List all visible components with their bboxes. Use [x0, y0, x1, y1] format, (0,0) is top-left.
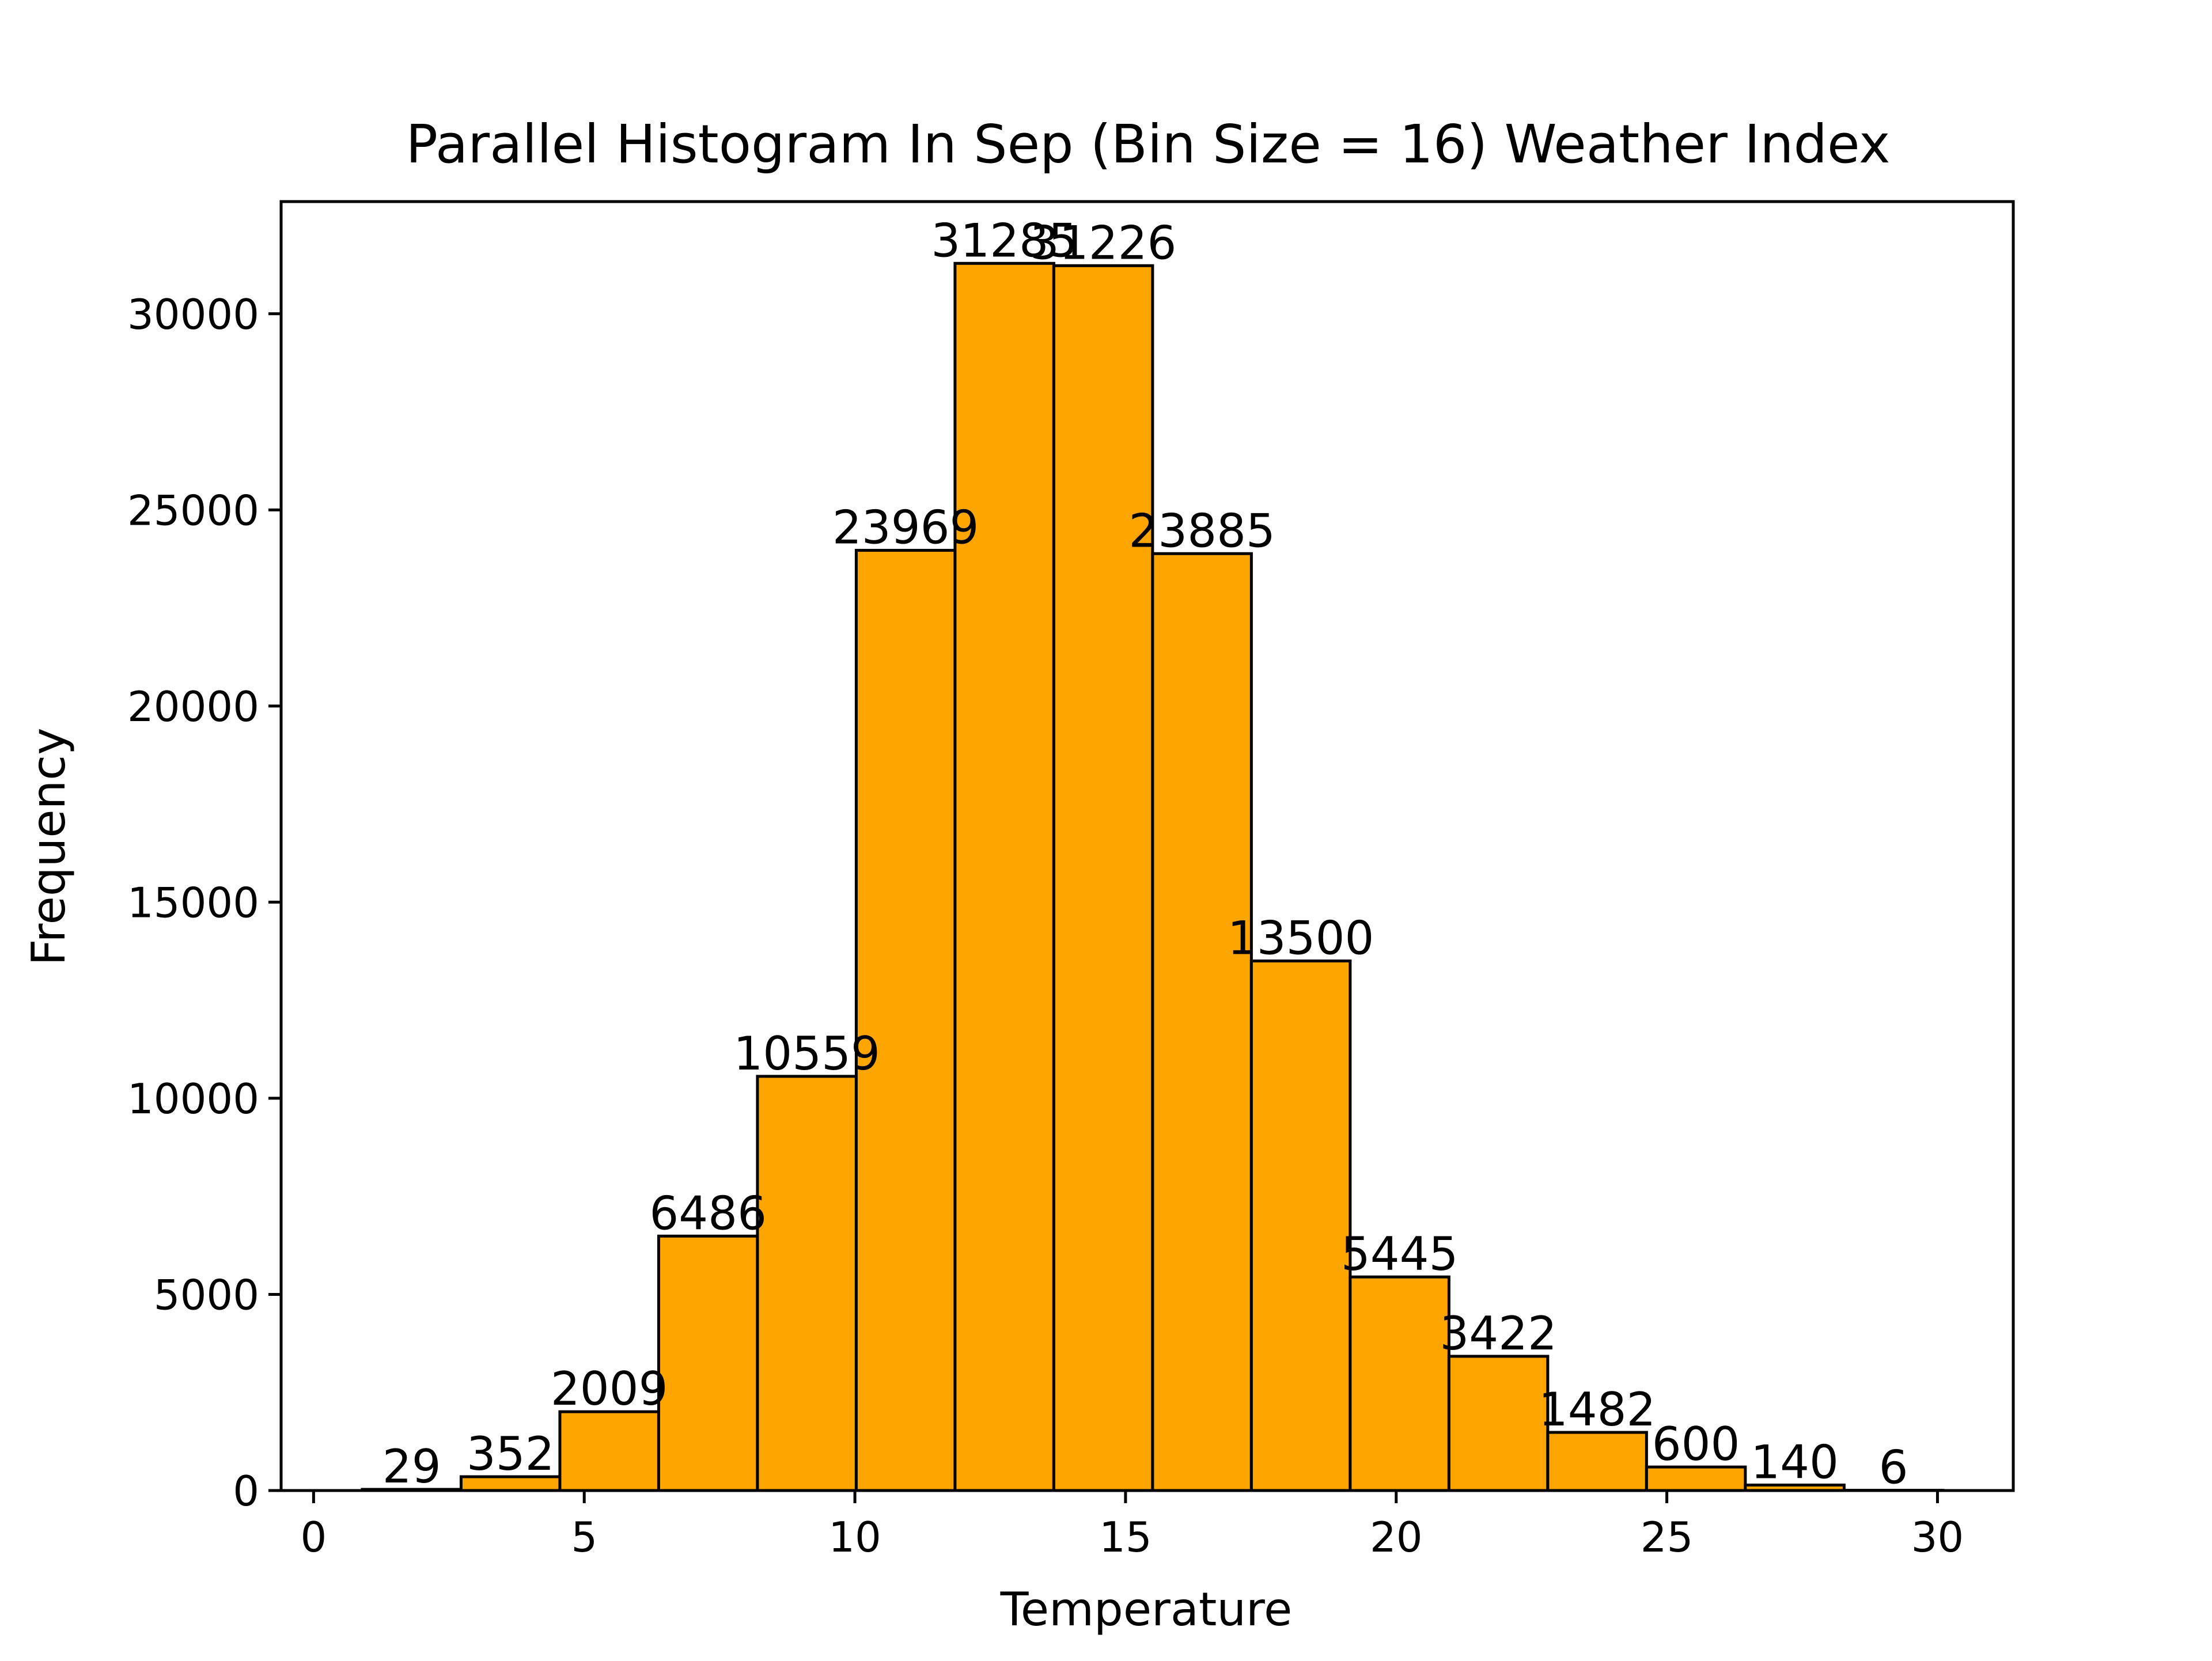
- y-tick-label: 15000: [127, 878, 259, 927]
- x-axis: 0 5 10 15 20 25 30: [300, 1491, 1964, 1561]
- histogram-bar: [757, 1076, 856, 1491]
- histogram-bar: [1350, 1277, 1449, 1491]
- bar-value-label: 2009: [551, 1362, 668, 1416]
- y-tick-label: 5000: [154, 1271, 259, 1319]
- x-tick-label: 0: [300, 1513, 327, 1561]
- x-tick-label: 20: [1370, 1513, 1423, 1561]
- chart-title: Parallel Histogram In Sep (Bin Size = 16…: [406, 113, 1891, 175]
- y-tick-label: 0: [233, 1467, 259, 1515]
- x-tick-label: 5: [571, 1513, 597, 1561]
- bar-value-label: 352: [467, 1427, 555, 1481]
- y-tick-label: 30000: [127, 290, 259, 339]
- y-axis: 0 5000 10000 15000 20000 25000 30000: [127, 290, 281, 1515]
- bar-value-label: 10559: [733, 1027, 880, 1080]
- histogram-bar: [1153, 553, 1251, 1491]
- y-tick-label: 10000: [127, 1075, 259, 1123]
- histogram-bar: [1054, 266, 1152, 1491]
- bar-value-label: 600: [1652, 1417, 1740, 1471]
- histogram-bar: [856, 551, 955, 1491]
- bar-value-label: 140: [1751, 1435, 1839, 1489]
- bar-value-label: 13500: [1228, 912, 1374, 965]
- x-tick-label: 25: [1641, 1513, 1694, 1561]
- bar-value-label: 23885: [1128, 504, 1275, 558]
- bar-value-label: 6: [1879, 1441, 1908, 1495]
- histogram-bar: [955, 263, 1054, 1491]
- x-tick-label: 15: [1099, 1513, 1152, 1561]
- bar-value-label: 5445: [1341, 1227, 1459, 1281]
- histogram-bar: [1548, 1432, 1646, 1491]
- x-axis-label: Temperature: [1000, 1583, 1293, 1636]
- bar-value-label: 29: [382, 1440, 441, 1493]
- bar-value-label: 3422: [1440, 1307, 1557, 1360]
- bar-value-label: 23969: [832, 501, 979, 555]
- histogram-bar: [560, 1412, 658, 1491]
- x-tick-label: 10: [828, 1513, 881, 1561]
- y-tick-label: 25000: [127, 486, 259, 534]
- bar-value-label: 6486: [649, 1186, 767, 1240]
- bar-value-label: 31226: [1030, 216, 1177, 270]
- bars-layer: [362, 263, 1943, 1491]
- y-axis-label: Frequency: [22, 727, 75, 965]
- y-tick-label: 20000: [127, 682, 259, 731]
- histogram-bar: [658, 1236, 757, 1491]
- histogram-bar: [1449, 1356, 1547, 1491]
- x-tick-label: 30: [1911, 1513, 1964, 1561]
- histogram-bar: [1251, 961, 1350, 1491]
- bar-value-label: 1482: [1539, 1383, 1656, 1436]
